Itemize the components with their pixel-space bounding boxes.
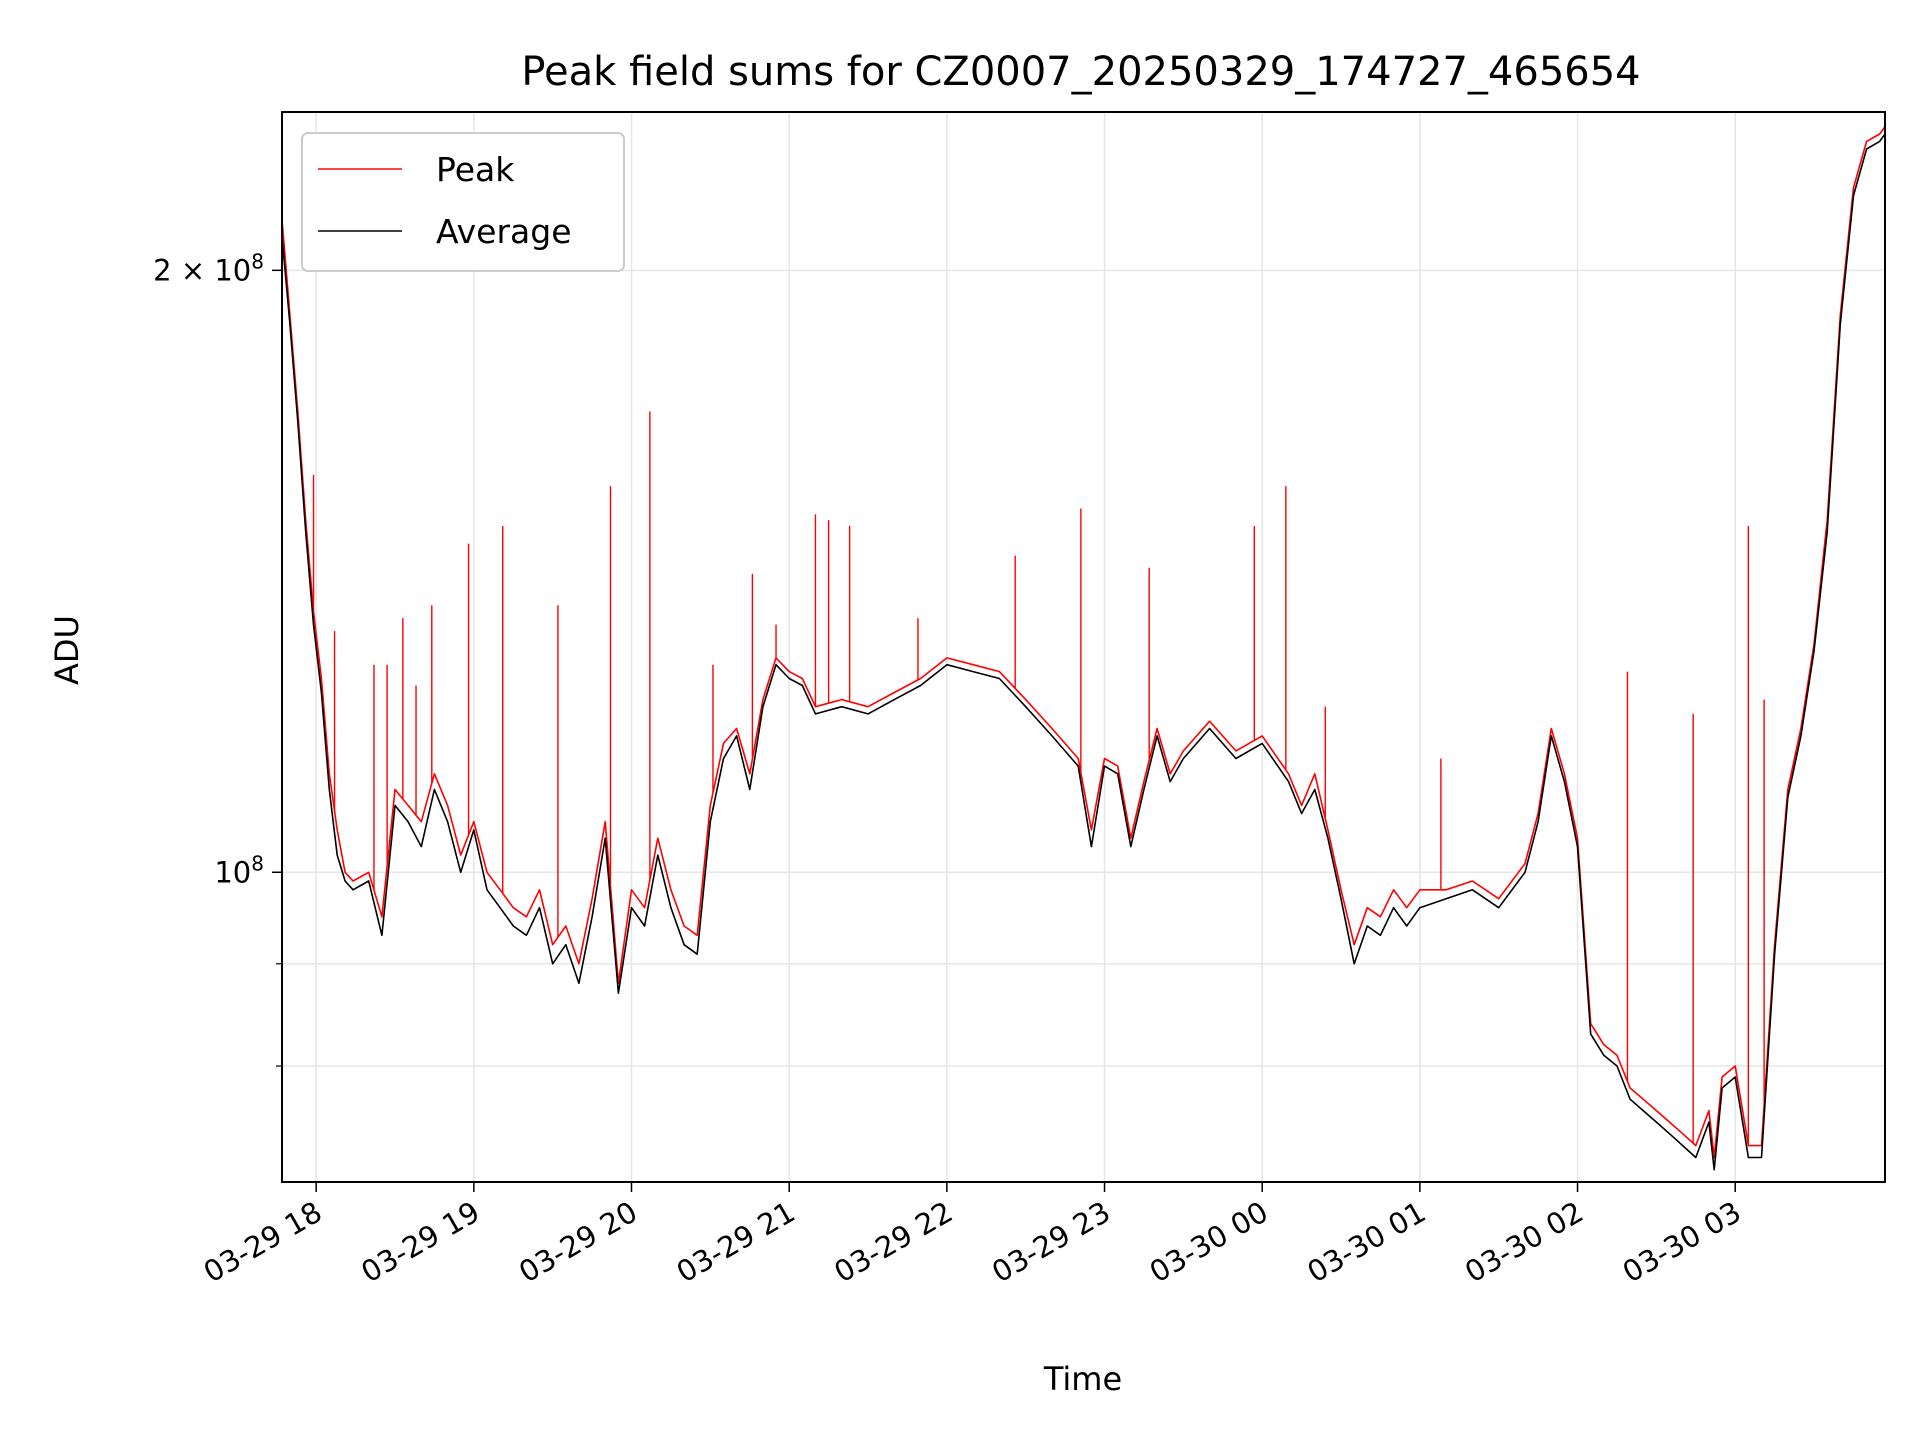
grid [282, 112, 1885, 1182]
series-line-average [282, 133, 1885, 1171]
y-tick-label: 2 × 108 [153, 249, 264, 287]
y-axis-label: ADU [48, 615, 86, 685]
legend-label-peak: Peak [436, 150, 515, 189]
x-axis-label: Time [1043, 1360, 1122, 1398]
legend: Peak Average [301, 132, 625, 272]
plot-area [282, 126, 1885, 1171]
plot-frame [281, 111, 1886, 1183]
chart-title: Peak field sums for CZ0007_20250329_1747… [521, 49, 1640, 95]
legend-box [301, 132, 625, 272]
series-line-peak [282, 126, 1885, 1159]
legend-label-average: Average [436, 212, 572, 251]
